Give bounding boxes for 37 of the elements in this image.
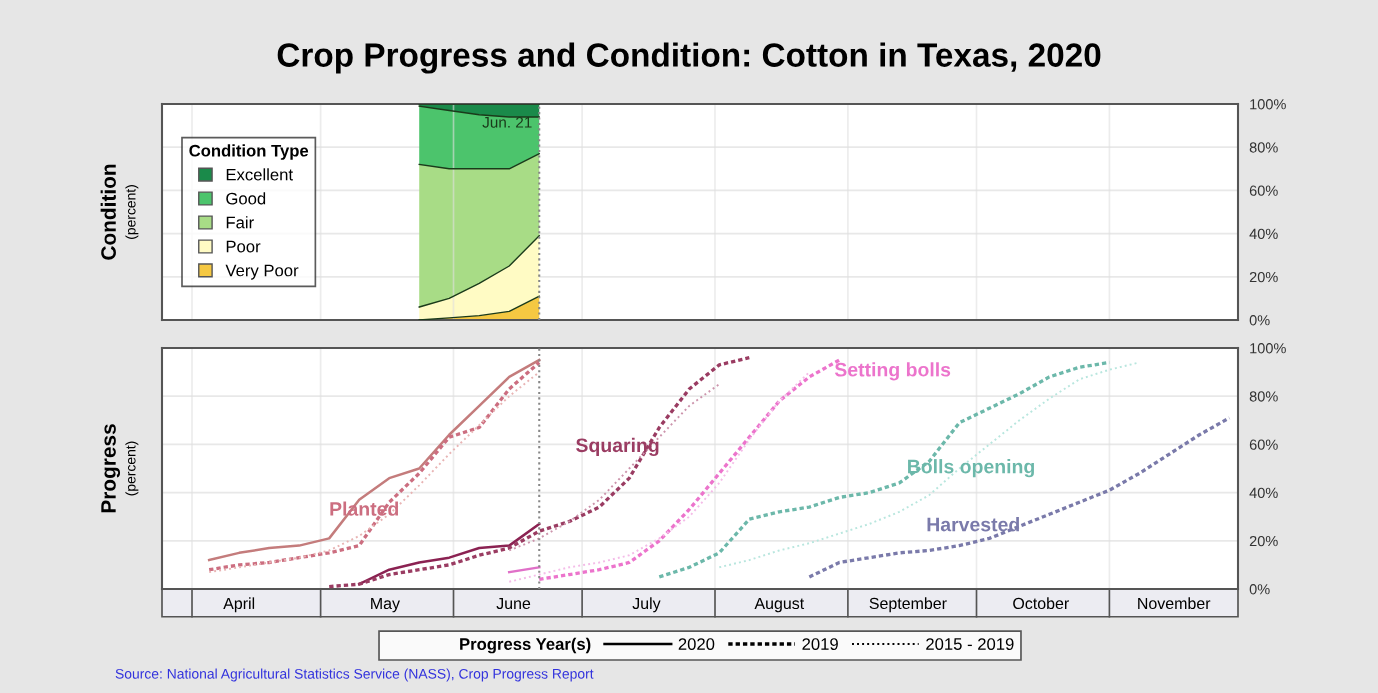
x-tick-label: May [371,597,400,613]
y-tick-label: 0% [1249,315,1270,326]
series-label: Harvested [927,517,1019,532]
y-axis-title: Condition (percent) [100,164,139,260]
y-tick-label: 40% [1249,228,1278,240]
legend-label: Good [226,192,266,205]
y-tick-label: 80% [1249,142,1278,153]
y-tick-label: 20% [1249,535,1278,547]
x-tick-label: November [1138,597,1211,610]
legend-label: Fair [226,216,254,229]
legend-label: Poor [226,240,261,253]
series-label: Setting bolls [834,362,951,381]
y-tick-label: 40% [1249,487,1278,499]
text: 2020 [678,638,715,650]
y-tick-label: 100% [1250,343,1286,354]
y-tick-label: 60% [1249,185,1278,196]
legend-label: Excellent [226,168,293,181]
source-note: Source: National Agricultural Statistics Service (NASS), Crop Progress Report [115,668,594,682]
text: 2015 - 2019 [926,638,1014,650]
y-tick-label: 20% [1249,271,1278,283]
x-tick-label: August [754,597,805,613]
text: 2019 [802,638,838,650]
legend-title: Progress Year(s) [460,637,591,654]
y-tick-label: 0% [1249,584,1270,595]
x-tick-label: April [223,597,255,613]
x-tick-label: July [632,597,661,613]
x-tick-label: September [869,597,947,613]
y-tick-label: 60% [1249,439,1278,450]
y-tick-label: 80% [1249,391,1278,402]
y-axis-title: Progress (percent) [101,424,139,513]
series-label: Squaring [576,437,659,457]
x-tick-label: October [1013,597,1069,610]
x-tick-label: June [496,597,531,610]
legend-label: Very Poor [225,264,299,280]
chart-title: Crop Progress and Condition: Cotton in Texas, 2020 [277,42,1101,74]
y-tick-label: 100% [1250,99,1286,110]
legend-title: Condition Type [189,144,309,160]
